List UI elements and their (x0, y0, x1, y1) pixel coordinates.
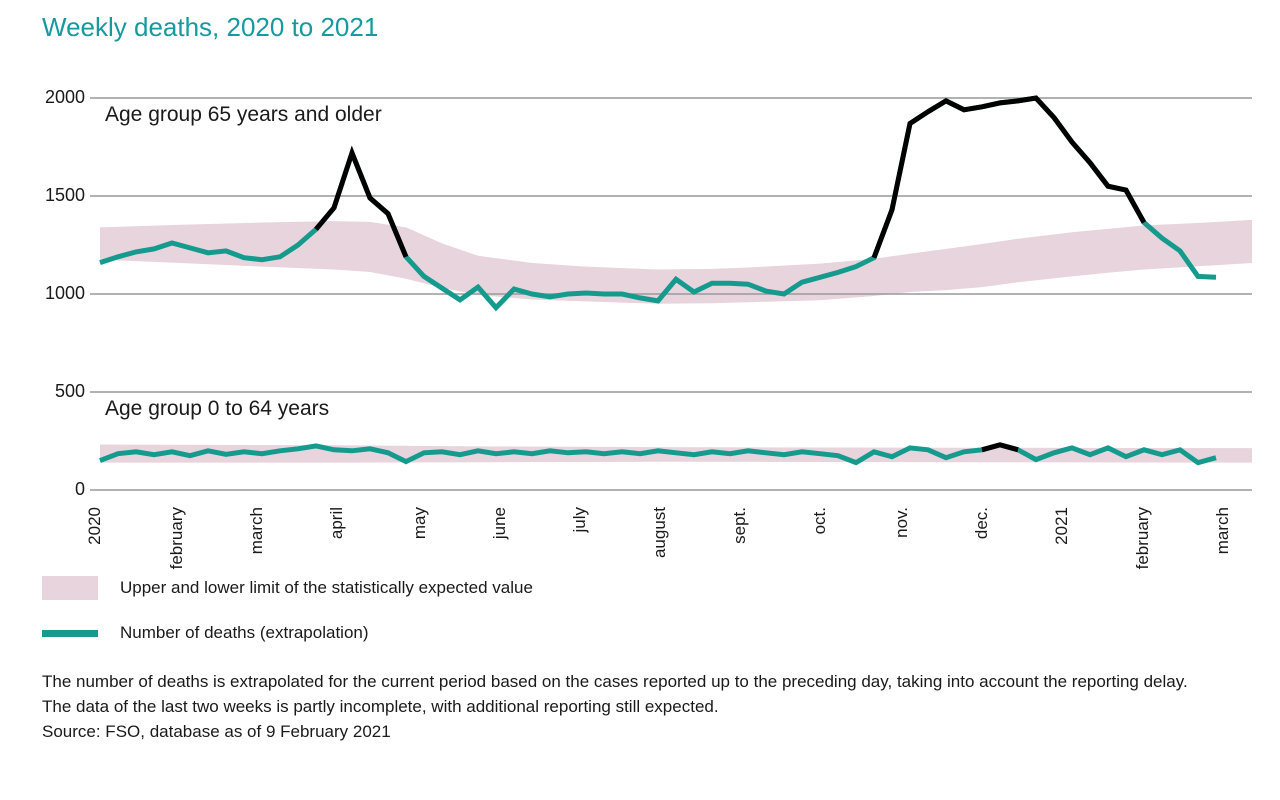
x-axis-tick-label: 2021 (1052, 507, 1071, 545)
x-axis-tick-label: nov. (892, 507, 911, 538)
expected-value-band (100, 219, 1252, 304)
y-axis: 0 500 1000 1500 2000 (0, 0, 85, 560)
legend-label-deaths-line: Number of deaths (extrapolation) (120, 623, 369, 642)
expected-band-swatch (42, 576, 98, 600)
x-axis-tick-label: august (650, 507, 669, 559)
x-axis-tick-label: may (410, 507, 429, 540)
excess-deaths-segment (314, 145, 409, 258)
deaths-extrapolation-line (99, 442, 1217, 466)
y-axis-tick-label: 1500 (44, 185, 85, 205)
x-axis-tick-label: march (1213, 507, 1232, 555)
x-axis-tick-label: march (247, 507, 266, 555)
y-axis-tick-label: 0 (74, 479, 85, 499)
x-axis-tick-label: 2020 (85, 507, 104, 545)
x-axis-tick-label: february (1133, 507, 1152, 570)
footnotes: The number of deaths is extrapolated for… (42, 669, 1188, 744)
x-axis-tick-label: sept. (730, 507, 749, 544)
x-axis-tick-label: april (327, 507, 346, 540)
x-axis-tick-label: february (167, 507, 186, 570)
legend-item-deaths-line: Number of deaths (extrapolation) (42, 621, 369, 645)
x-axis-tick-label: july (570, 507, 589, 533)
excess-deaths-segment (981, 442, 1019, 453)
x-axis-tick-label: dec. (972, 507, 991, 540)
legend-label-expected-band: Upper and lower limit of the statistical… (120, 578, 533, 597)
footnote-source: Source: FSO, database as of 9 February 2… (42, 722, 391, 741)
chart-title: Weekly deaths, 2020 to 2021 (42, 12, 379, 42)
panel-label-age-0-64: Age group 0 to 64 years (105, 397, 330, 420)
legend-item-expected-band: Upper and lower limit of the statistical… (42, 576, 533, 600)
excess-deaths-segment (871, 95, 1147, 259)
y-axis-tick-label: 500 (54, 381, 85, 401)
deaths-line-swatch (42, 629, 98, 637)
footnote-extrapolation: The number of deaths is extrapolated for… (42, 672, 1188, 691)
x-axis-tick-label: oct. (810, 507, 829, 535)
x-axis-tick-label: june (490, 507, 509, 540)
chart-plot-area (90, 95, 1252, 491)
footnote-incomplete-data: The data of the last two weeks is partly… (42, 697, 719, 716)
y-axis-tick-label: 1000 (44, 283, 85, 303)
panel-label-age-65-plus: Age group 65 years and older (105, 103, 382, 126)
y-axis-tick-label: 2000 (44, 87, 85, 107)
